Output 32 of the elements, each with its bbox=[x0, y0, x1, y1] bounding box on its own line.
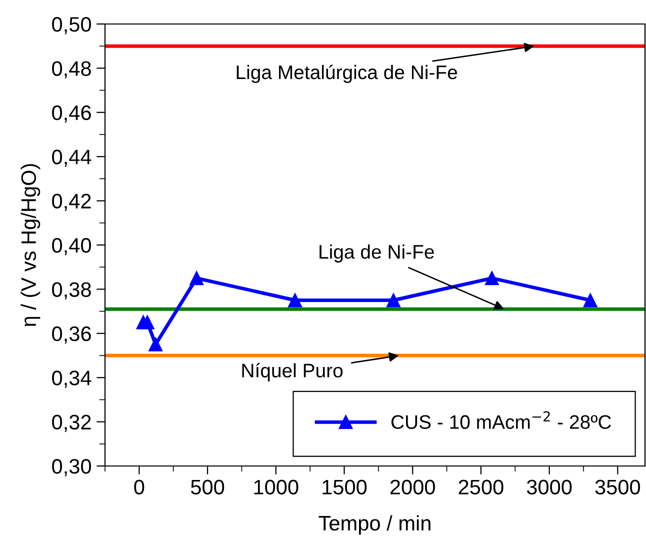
y-tick-label: 0,42 bbox=[52, 194, 91, 212]
y-tick-label: 0,36 bbox=[52, 326, 91, 344]
legend-label: CUS - 10 mAcm$^{−2}$ - 28ºC bbox=[391, 411, 612, 429]
point bbox=[288, 293, 302, 308]
point bbox=[484, 271, 499, 286]
x-tick-label: 2000 bbox=[390, 480, 435, 494]
annotation: Níquel Puro bbox=[242, 362, 343, 382]
y-tick-label: 0,44 bbox=[52, 150, 92, 167]
x-tick-label: 1500 bbox=[322, 480, 367, 494]
point bbox=[386, 293, 400, 308]
point bbox=[140, 315, 154, 330]
x-tick-label: 3500 bbox=[595, 480, 640, 494]
x-tick-label: 1000 bbox=[254, 480, 298, 494]
point bbox=[583, 293, 598, 308]
x-axis-title: Tempo / min bbox=[318, 515, 430, 535]
annotation: Liga Metalúrgica de Ni-Fe bbox=[236, 64, 458, 84]
point bbox=[190, 271, 204, 286]
y-tick-label: 0,32 bbox=[52, 414, 91, 432]
y-tick-label: 0,48 bbox=[52, 61, 91, 78]
y-tick-label: 0,34 bbox=[52, 370, 92, 388]
x-tick-label: 2500 bbox=[458, 480, 504, 494]
y-tick-label: 0,50 bbox=[52, 17, 91, 34]
point bbox=[148, 338, 163, 352]
y-tick-label: 0,30 bbox=[52, 459, 91, 476]
y-tick-label: 0,38 bbox=[52, 282, 91, 300]
x-tick-label: 500 bbox=[190, 480, 224, 494]
y-axis-title: η / (V vs Hg/HgO) bbox=[20, 164, 40, 326]
annotation: Liga de Ni-Fe bbox=[320, 244, 434, 263]
x-tick-label: 3000 bbox=[526, 480, 572, 494]
x-tick-label: 0 bbox=[134, 480, 144, 494]
y-tick-label: 0,40 bbox=[52, 238, 91, 256]
y-tick-label: 0,46 bbox=[52, 105, 91, 123]
